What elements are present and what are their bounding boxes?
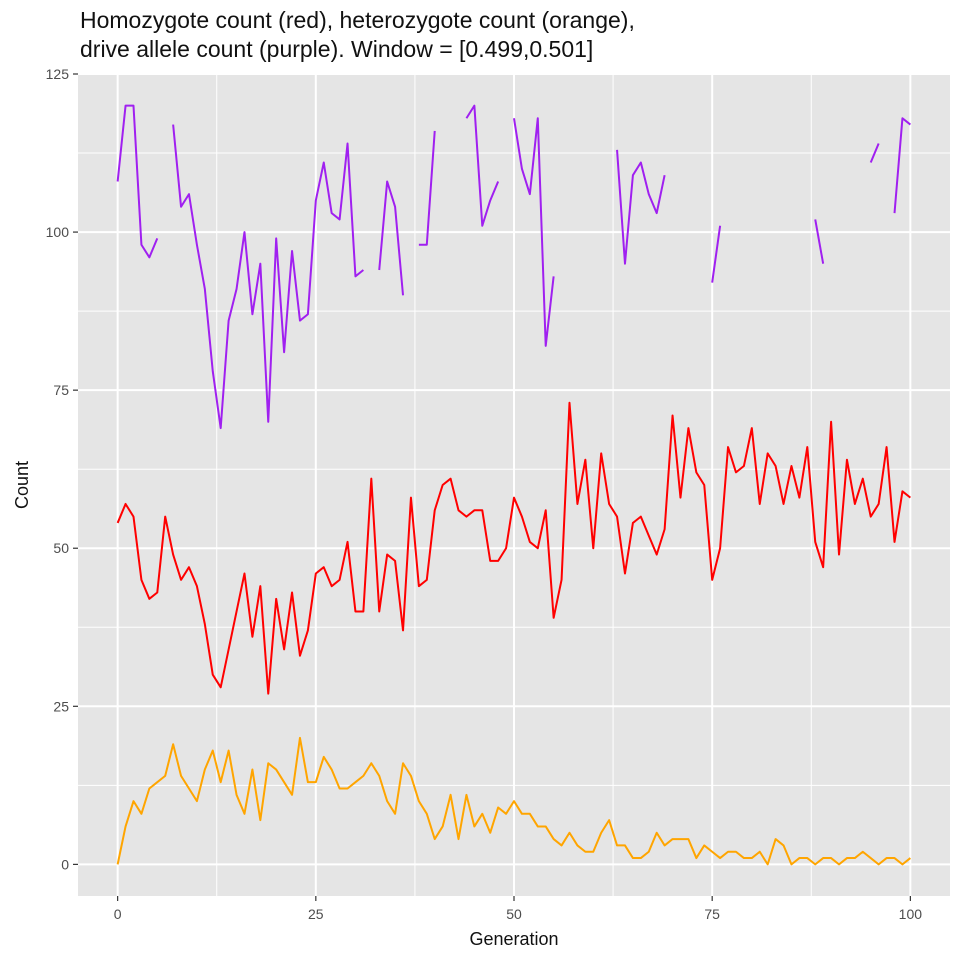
chart-title-line-2: drive allele count (purple). Window = [0… — [80, 36, 594, 62]
series-layer — [116, 104, 911, 866]
x-tick-label: 100 — [899, 906, 923, 922]
chart-title: Homozygote count (red), heterozygote cou… — [80, 6, 940, 64]
series-line-segment — [711, 225, 722, 283]
y-tick-label: 75 — [53, 382, 69, 398]
series-line-segment — [378, 180, 405, 296]
x-axis: 0 25 50 75 100 — [114, 896, 923, 922]
series-line-segment — [616, 149, 666, 265]
series-line-segment — [869, 143, 880, 163]
x-axis-title: Generation — [469, 929, 558, 949]
series-line-segment — [172, 124, 365, 430]
series-line-segment — [513, 117, 555, 347]
series-drive — [116, 104, 911, 430]
x-tick-label: 75 — [704, 906, 720, 922]
y-axis: 0 25 50 75 100 125 — [46, 66, 78, 872]
series-homozygote — [116, 401, 911, 695]
series-line-segment — [893, 117, 911, 214]
y-tick-label: 0 — [61, 856, 69, 872]
y-tick-label: 50 — [53, 540, 69, 556]
y-axis-title: Count — [12, 461, 32, 509]
x-tick-label: 25 — [308, 906, 324, 922]
chart-title-line-1: Homozygote count (red), heterozygote cou… — [80, 7, 635, 33]
series-heterozygote — [116, 736, 911, 866]
y-tick-label: 25 — [53, 698, 69, 714]
y-tick-label: 100 — [46, 224, 70, 240]
series-line-segment — [465, 104, 500, 227]
series-line-segment — [116, 736, 911, 866]
series-line-segment — [814, 219, 825, 264]
y-tick-label: 125 — [46, 66, 70, 82]
x-tick-label: 0 — [114, 906, 122, 922]
series-line-segment — [418, 130, 436, 246]
series-line-segment — [116, 104, 159, 259]
series-line-segment — [116, 401, 911, 695]
x-tick-label: 50 — [506, 906, 522, 922]
